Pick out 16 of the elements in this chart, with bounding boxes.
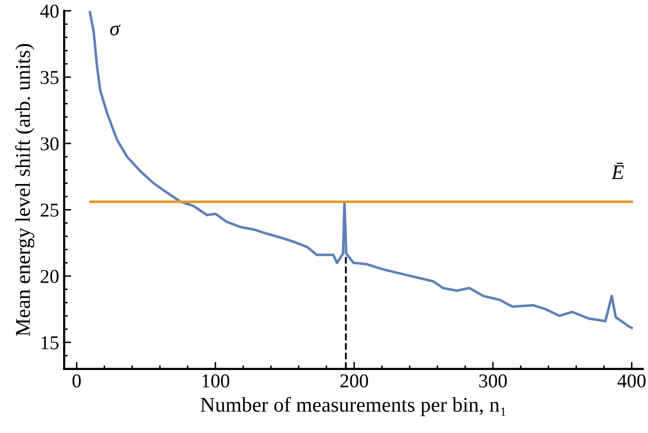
x-tick-label: 0 — [72, 374, 81, 388]
y-tick-label: 20 — [40, 270, 59, 284]
y-axis-title: Mean energy level shift (arb. units) — [15, 44, 34, 336]
y-tick-label: 15 — [42, 336, 59, 350]
x-tick-label: 400 — [618, 374, 646, 388]
y-tick-label: 30 — [40, 137, 59, 150]
y-tick-label: 35 — [40, 71, 59, 84]
y-tick-label: 25 — [40, 204, 59, 217]
x-tick-label: 300 — [479, 374, 507, 388]
x-tick-label: 100 — [202, 374, 230, 388]
series-label: σ — [110, 24, 120, 36]
line-series — [88, 10, 633, 330]
x-tick-label: 200 — [340, 374, 368, 388]
x-axis-title: Number of measurements per bin, n₁ — [200, 396, 506, 416]
y-tick-label: 40 — [40, 4, 59, 18]
series-label: Ē — [611, 162, 624, 180]
